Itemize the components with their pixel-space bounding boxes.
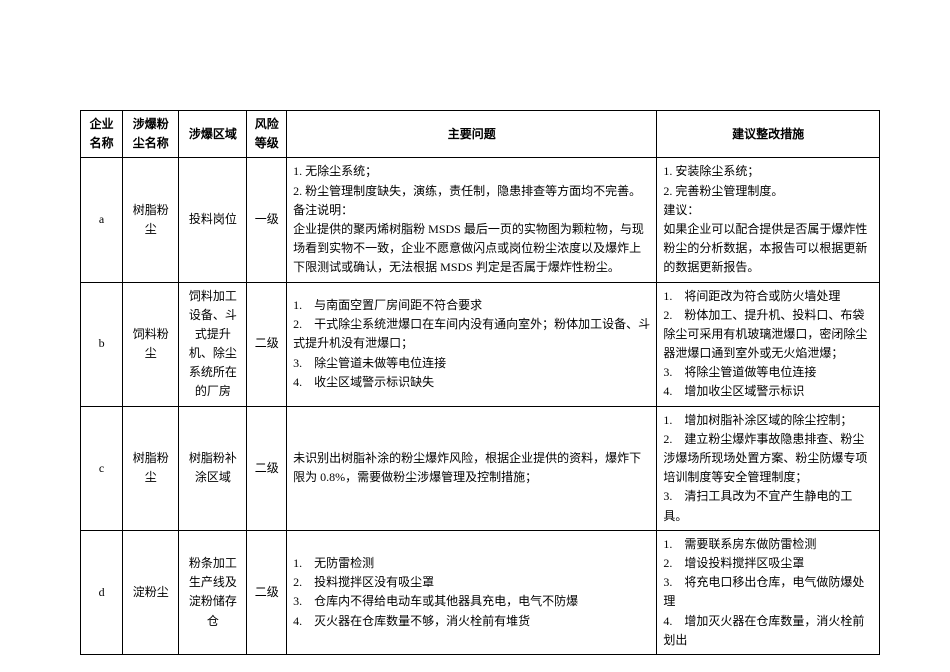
- cell-issues: 1. 与南面空置厂房间距不符合要求 2. 干式除尘系统泄爆口在车间内没有通向室外…: [287, 282, 657, 406]
- cell-risk: 二级: [247, 530, 287, 654]
- cell-dust: 淀粉尘: [123, 530, 179, 654]
- table-row: c树脂粉尘树脂粉补涂区域二级未识别出树脂补涂的粉尘爆炸风险，根据企业提供的资料，…: [81, 406, 880, 530]
- cell-dust: 饲料粉尘: [123, 282, 179, 406]
- cell-area: 树脂粉补涂区域: [179, 406, 247, 530]
- cell-measures: 1. 增加树脂补涂区域的除尘控制； 2. 建立粉尘爆炸事故隐患排查、粉尘涉爆场所…: [657, 406, 880, 530]
- cell-measures: 1. 需要联系房东做防雷检测 2. 增设投料搅拌区吸尘罩 3. 将充电口移出仓库…: [657, 530, 880, 654]
- risk-table-container: 企业名称 涉爆粉尘名称 涉爆区域 风险等级 主要问题 建议整改措施 a树脂粉尘投…: [80, 110, 880, 655]
- cell-issues: 1. 无防雷检测 2. 投料搅拌区没有吸尘罩 3. 仓库内不得给电动车或其他器具…: [287, 530, 657, 654]
- cell-measures: 1. 将间距改为符合或防火墙处理 2. 粉体加工、提升机、投料口、布袋除尘可采用…: [657, 282, 880, 406]
- cell-company: b: [81, 282, 123, 406]
- header-area: 涉爆区域: [179, 111, 247, 158]
- header-dust: 涉爆粉尘名称: [123, 111, 179, 158]
- cell-risk: 二级: [247, 282, 287, 406]
- cell-risk: 一级: [247, 158, 287, 282]
- table-row: d淀粉尘粉条加工生产线及淀粉储存仓二级1. 无防雷检测 2. 投料搅拌区没有吸尘…: [81, 530, 880, 654]
- header-measures: 建议整改措施: [657, 111, 880, 158]
- cell-issues: 未识别出树脂补涂的粉尘爆炸风险，根据企业提供的资料，爆炸下限为 0.8%，需要做…: [287, 406, 657, 530]
- cell-dust: 树脂粉尘: [123, 406, 179, 530]
- table-row: a树脂粉尘投料岗位一级1. 无除尘系统； 2. 粉尘管理制度缺失，演练，责任制，…: [81, 158, 880, 282]
- header-issues: 主要问题: [287, 111, 657, 158]
- cell-issues: 1. 无除尘系统； 2. 粉尘管理制度缺失，演练，责任制，隐患排查等方面均不完善…: [287, 158, 657, 282]
- table-row: b饲料粉尘饲料加工设备、斗式提升机、除尘系统所在的厂房二级1. 与南面空置厂房间…: [81, 282, 880, 406]
- cell-area: 投料岗位: [179, 158, 247, 282]
- cell-company: a: [81, 158, 123, 282]
- cell-company: d: [81, 530, 123, 654]
- cell-risk: 二级: [247, 406, 287, 530]
- cell-area: 粉条加工生产线及淀粉储存仓: [179, 530, 247, 654]
- cell-dust: 树脂粉尘: [123, 158, 179, 282]
- risk-table: 企业名称 涉爆粉尘名称 涉爆区域 风险等级 主要问题 建议整改措施 a树脂粉尘投…: [80, 110, 880, 655]
- header-row: 企业名称 涉爆粉尘名称 涉爆区域 风险等级 主要问题 建议整改措施: [81, 111, 880, 158]
- cell-measures: 1. 安装除尘系统； 2. 完善粉尘管理制度。 建议： 如果企业可以配合提供是否…: [657, 158, 880, 282]
- header-company: 企业名称: [81, 111, 123, 158]
- cell-company: c: [81, 406, 123, 530]
- header-risk: 风险等级: [247, 111, 287, 158]
- cell-area: 饲料加工设备、斗式提升机、除尘系统所在的厂房: [179, 282, 247, 406]
